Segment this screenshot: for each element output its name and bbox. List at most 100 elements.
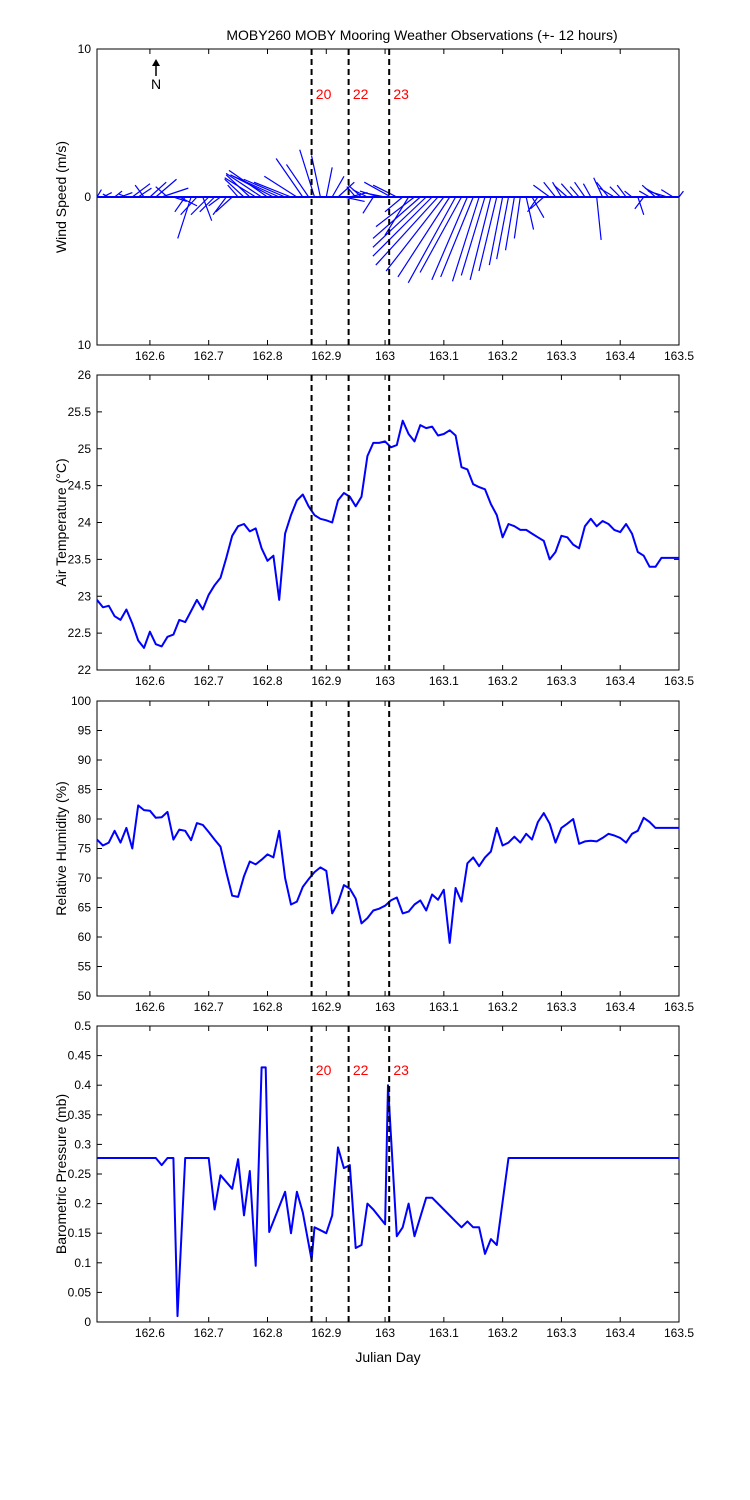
- y-tick-label: 22: [78, 663, 92, 677]
- y-tick-label: 25: [78, 442, 92, 456]
- wind-vector-stick: [543, 181, 557, 198]
- wind-vector-stick: [440, 196, 474, 278]
- wind-vector-stick: [120, 191, 133, 198]
- x-tick-label: 163.4: [605, 349, 635, 363]
- y-tick-label: 10: [78, 42, 92, 56]
- y-tick-label: 60: [78, 930, 92, 944]
- x-tick-label: 163.5: [664, 1000, 694, 1014]
- x-tick-label: 163.2: [488, 349, 518, 363]
- event-label: 22: [353, 1062, 369, 1078]
- x-tick-label: 163.3: [546, 349, 576, 363]
- x-tick-label: 162.7: [194, 674, 224, 688]
- x-tick-label: 162.6: [135, 1000, 165, 1014]
- y-tick-label: 0.15: [68, 1226, 92, 1240]
- y-tick-label: 0: [84, 190, 91, 204]
- x-tick-label: 163.4: [605, 1326, 635, 1340]
- wind-vector-stick: [596, 196, 602, 240]
- wind-vector-stick: [285, 164, 310, 198]
- wind-vector-stick: [660, 189, 674, 198]
- wind-vector-stick: [137, 187, 152, 198]
- x-tick-label: 162.9: [311, 1326, 341, 1340]
- wind-vector-stick: [478, 196, 498, 272]
- y-tick-label: 0.4: [74, 1078, 91, 1092]
- wind-vector-stick: [638, 190, 650, 198]
- wind-vector-stick: [460, 196, 486, 276]
- wind-vector-stick: [552, 181, 562, 198]
- wind-vector-stick: [496, 196, 510, 260]
- wind-vector-stick: [375, 196, 415, 228]
- x-tick-label: 162.6: [135, 1326, 165, 1340]
- wind-vector-stick: [372, 196, 427, 248]
- wind-vector-stick: [553, 184, 568, 198]
- wind-vector-stick: [179, 196, 198, 207]
- wind-vector-stick: [208, 196, 221, 207]
- event-label: 22: [353, 86, 369, 102]
- wind-vector-stick: [624, 190, 633, 198]
- wind-vector-stick: [593, 177, 604, 198]
- y-tick-label: 55: [78, 960, 92, 974]
- air-temperature-y-axis-label: Air Temperature (°C): [53, 458, 69, 586]
- x-tick-label: 162.8: [252, 674, 282, 688]
- wind-vector-stick: [647, 190, 668, 198]
- wind-vector-stick: [134, 184, 145, 198]
- wind-vector-stick: [263, 175, 298, 198]
- x-axis-label: Julian Day: [355, 1349, 420, 1365]
- wind-vector-stick: [384, 196, 404, 213]
- y-tick-label: 70: [78, 871, 92, 885]
- wind-vector-stick: [678, 190, 684, 198]
- wind-vector-stick: [504, 196, 515, 251]
- x-tick-label: 163.1: [429, 1000, 459, 1014]
- wind-vector-stick: [212, 196, 227, 216]
- y-tick-label: 24: [78, 516, 92, 530]
- x-tick-label: 163.4: [605, 674, 635, 688]
- wind-vector-stick: [372, 184, 398, 198]
- wind-vector-stick: [337, 181, 355, 198]
- y-tick-label: 25.5: [68, 405, 92, 419]
- x-tick-label: 162.9: [311, 674, 341, 688]
- air-temperature-series-line: [96, 419, 679, 649]
- event-label: 23: [393, 1062, 409, 1078]
- wind-vector-stick: [560, 183, 574, 198]
- wind-vector-stick: [155, 186, 168, 198]
- x-tick-label: 162.6: [135, 674, 165, 688]
- wind-vector-stick: [513, 196, 521, 239]
- x-tick-label: 163.5: [664, 1326, 694, 1340]
- chart-title: MOBY260 MOBY Mooring Weather Observation…: [226, 27, 617, 43]
- wind-vector-stick: [530, 196, 545, 210]
- y-tick-label: 0.45: [68, 1049, 92, 1063]
- wind-vector-stick: [397, 196, 451, 278]
- x-tick-label: 163: [375, 674, 395, 688]
- y-tick-label: 0.1: [74, 1256, 91, 1270]
- wind-vector-stick: [177, 196, 192, 239]
- event-label: 23: [393, 86, 409, 102]
- y-tick-label: 26: [78, 368, 92, 382]
- barometric-pressure-y-axis-label: Barometric Pressure (mb): [53, 1094, 69, 1254]
- wind-vector-stick: [372, 196, 421, 239]
- x-tick-label: 163.3: [546, 1326, 576, 1340]
- y-tick-label: 0.2: [74, 1197, 91, 1211]
- x-tick-label: 163.2: [488, 674, 518, 688]
- x-tick-label: 163.4: [605, 1000, 635, 1014]
- wind-vector-stick: [574, 181, 586, 198]
- x-tick-label: 162.6: [135, 349, 165, 363]
- x-tick-label: 163.2: [488, 1000, 518, 1014]
- y-tick-label: 23.5: [68, 552, 92, 566]
- wind-vector-stick: [275, 158, 304, 198]
- relative-humidity-series-line: [96, 804, 679, 944]
- wind-vector-stick: [525, 196, 535, 230]
- wind-vector-stick: [243, 178, 286, 198]
- wind-vector-stick: [431, 196, 468, 281]
- wind-vector-stick: [225, 172, 262, 198]
- wind-vector-stick: [190, 196, 210, 216]
- wind-vector-stick: [375, 196, 439, 266]
- wind-vector-stick: [364, 181, 392, 198]
- wind-vector-stick: [233, 175, 280, 198]
- wind-vector-stick: [362, 191, 386, 198]
- wind-vector-stick: [310, 155, 321, 198]
- wind-vector-stick: [253, 181, 292, 198]
- x-tick-label: 162.7: [194, 1000, 224, 1014]
- wind-vector-stick: [531, 196, 545, 219]
- x-tick-label: 162.9: [311, 349, 341, 363]
- x-tick-label: 163.3: [546, 674, 576, 688]
